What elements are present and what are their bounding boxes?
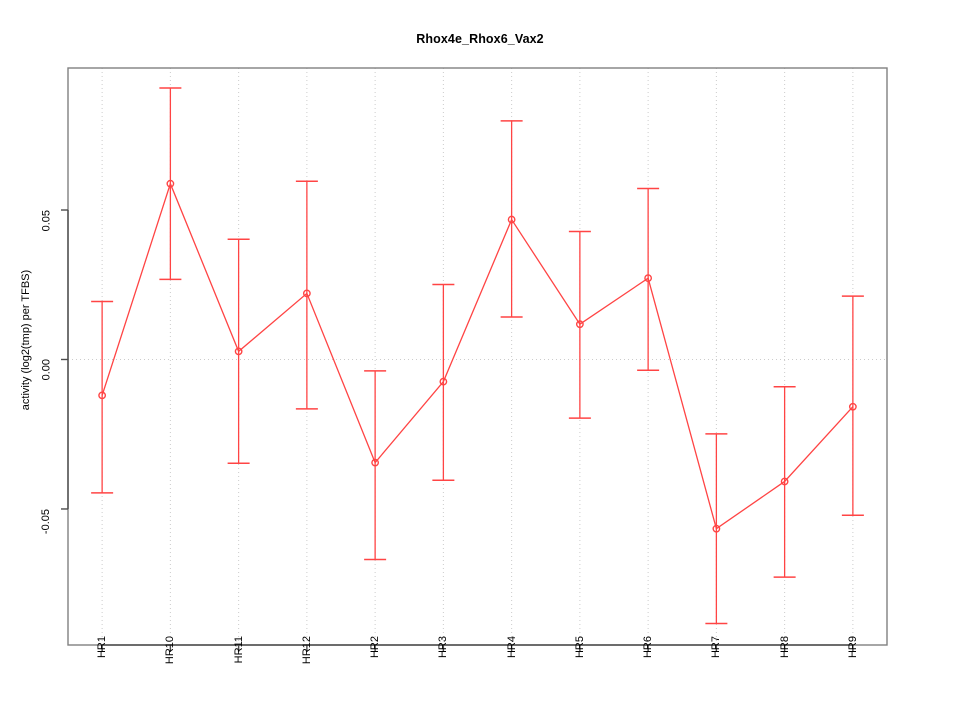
- x-tick-label: HR4: [505, 636, 518, 659]
- data-point: [302, 289, 311, 298]
- plot-box: [67, 67, 888, 646]
- data-point: [371, 458, 380, 467]
- data-point: [439, 377, 448, 386]
- error-bar: [637, 187, 660, 372]
- x-tick-label: HR2: [369, 636, 382, 659]
- data-point: [98, 391, 107, 400]
- x-tick-label: HR10: [164, 636, 177, 665]
- data-point: [848, 402, 857, 411]
- data-point: [712, 524, 721, 533]
- error-bar: [705, 433, 728, 625]
- x-tick-label: HR1: [96, 636, 109, 659]
- data-series: [91, 87, 864, 625]
- x-tick-label: HR11: [232, 636, 245, 664]
- error-bar: [227, 238, 250, 464]
- y-tick-label: -0.05: [40, 508, 52, 535]
- data-point: [644, 274, 653, 283]
- chart-title: Rhox4e_Rhox6_Vax2: [416, 32, 544, 46]
- error-bar: [841, 295, 864, 516]
- error-bar: [432, 283, 455, 482]
- error-bar: [159, 87, 182, 281]
- gridlines: [68, 68, 887, 645]
- x-tick-label: HR6: [642, 636, 655, 659]
- data-point: [166, 179, 175, 188]
- error-bar: [773, 385, 796, 578]
- x-tick-label: HR8: [778, 636, 791, 659]
- error-bar: [295, 180, 318, 410]
- y-tick-label: 0.00: [40, 359, 52, 381]
- series-line: [101, 181, 854, 530]
- axes: [61, 67, 888, 652]
- data-point: [575, 320, 584, 329]
- data-point: [507, 215, 516, 224]
- data-point: [780, 477, 789, 486]
- data-point: [234, 347, 243, 356]
- x-tick-label: HR5: [573, 636, 586, 659]
- error-bar: [500, 120, 523, 318]
- error-bar: [568, 230, 591, 419]
- x-tick-label: HR7: [710, 636, 723, 659]
- x-tick-label: HR12: [300, 636, 313, 665]
- y-tick-label: 0.05: [40, 210, 52, 232]
- x-tick-label: HR3: [437, 636, 450, 659]
- x-tick-label: HR9: [846, 636, 859, 659]
- error-bar: [91, 300, 114, 494]
